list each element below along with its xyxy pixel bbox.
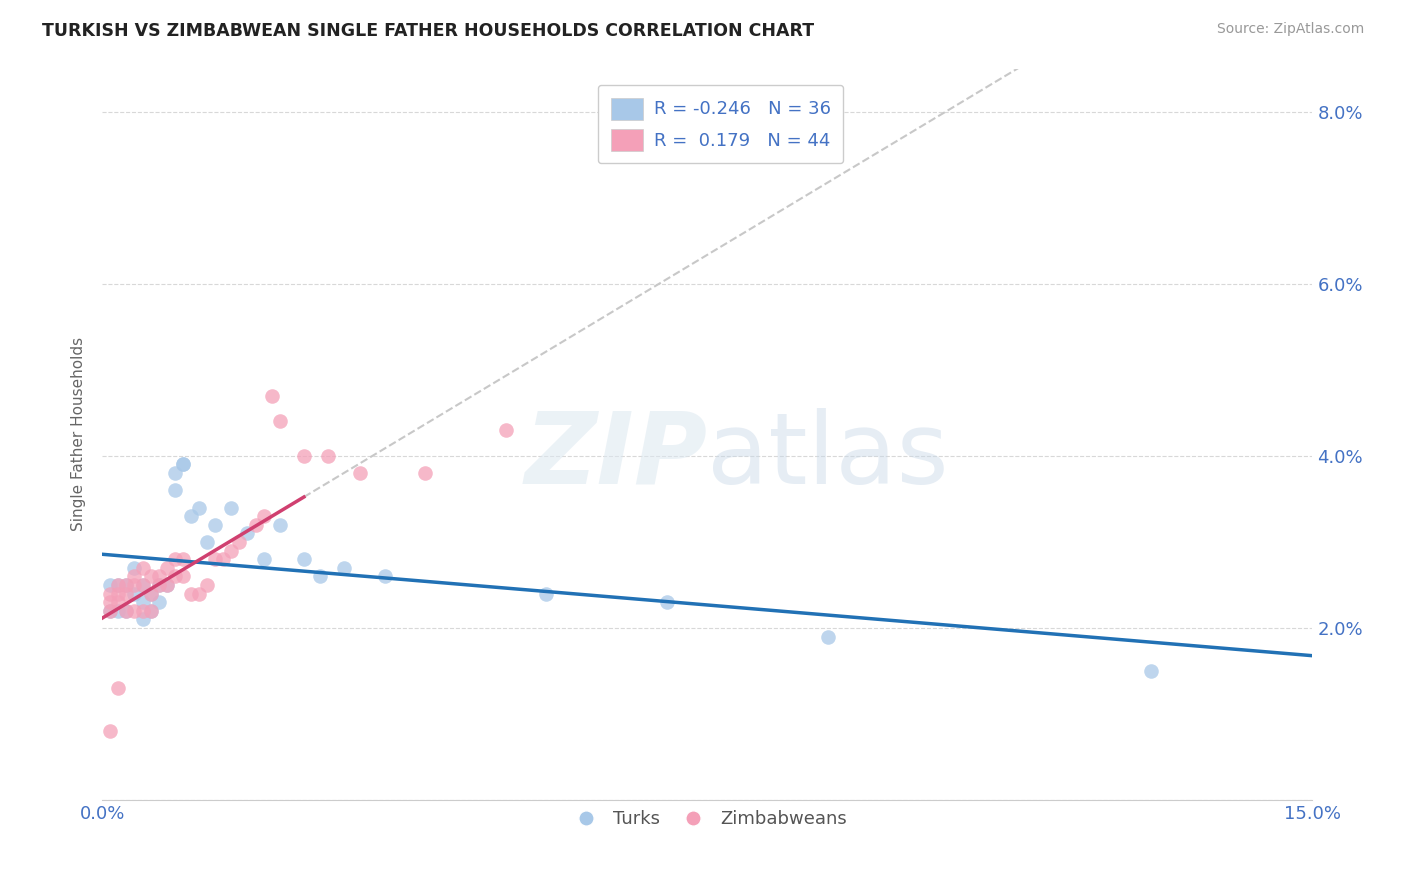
Y-axis label: Single Father Households: Single Father Households [72,337,86,532]
Point [107,681,129,696]
Point [245,517,267,532]
Point [292,552,315,566]
Point [115,578,138,592]
Point [139,604,162,618]
Point [221,543,243,558]
Point [139,569,162,583]
Point [115,604,138,618]
Point [252,509,274,524]
Point [204,517,226,532]
Point [131,604,153,618]
Point [156,561,179,575]
Point [163,569,186,583]
Point [98,578,121,592]
Point [236,526,259,541]
Point [131,595,153,609]
Point [495,423,517,437]
Point [309,569,332,583]
Point [163,552,186,566]
Point [188,586,211,600]
Text: ZIP: ZIP [524,408,707,505]
Point [252,552,274,566]
Point [195,578,218,592]
Point [172,552,194,566]
Point [1140,664,1163,678]
Point [172,458,194,472]
Point [374,569,396,583]
Point [534,586,557,600]
Point [316,449,339,463]
Point [172,569,194,583]
Point [163,483,186,498]
Point [333,561,356,575]
Point [148,569,170,583]
Point [131,578,153,592]
Text: Source: ZipAtlas.com: Source: ZipAtlas.com [1216,22,1364,37]
Point [148,595,170,609]
Point [349,466,371,480]
Text: atlas: atlas [707,408,949,505]
Point [204,552,226,566]
Point [292,449,315,463]
Point [212,552,235,566]
Point [655,595,678,609]
Point [228,535,250,549]
Point [139,586,162,600]
Point [115,578,138,592]
Point [131,578,153,592]
Point [124,586,146,600]
Point [188,500,211,515]
Point [139,586,162,600]
Legend: Turks, Zimbabweans: Turks, Zimbabweans [561,803,853,835]
Point [131,612,153,626]
Point [124,578,146,592]
Point [98,604,121,618]
Point [148,578,170,592]
Point [98,604,121,618]
Point [221,500,243,515]
Point [98,724,121,739]
Point [156,578,179,592]
Point [115,604,138,618]
Point [260,389,283,403]
Text: TURKISH VS ZIMBABWEAN SINGLE FATHER HOUSEHOLDS CORRELATION CHART: TURKISH VS ZIMBABWEAN SINGLE FATHER HOUS… [42,22,814,40]
Point [98,595,121,609]
Point [180,509,202,524]
Point [139,604,162,618]
Point [107,578,129,592]
Point [107,595,129,609]
Point [115,586,138,600]
Point [172,458,194,472]
Point [124,561,146,575]
Point [195,535,218,549]
Point [107,578,129,592]
Point [413,466,436,480]
Point [124,569,146,583]
Point [817,630,839,644]
Point [163,466,186,480]
Point [107,586,129,600]
Point [131,561,153,575]
Point [124,604,146,618]
Point [269,414,291,428]
Point [107,604,129,618]
Point [269,517,291,532]
Point [98,586,121,600]
Point [180,586,202,600]
Point [156,578,179,592]
Point [148,578,170,592]
